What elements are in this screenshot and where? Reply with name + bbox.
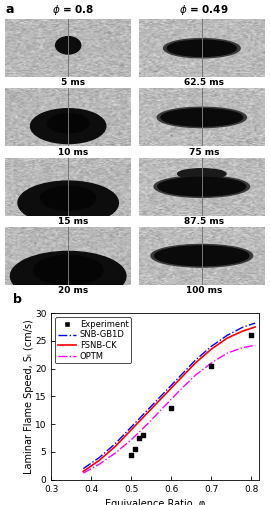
Ellipse shape [161, 109, 243, 126]
Text: P=1 atm: P=1 atm [57, 323, 94, 332]
Text: 87.5 ms: 87.5 ms [184, 217, 224, 226]
OPTM [98, 461, 101, 467]
Ellipse shape [40, 186, 96, 210]
FSNB-CK [114, 443, 117, 449]
SNB-GB1D [242, 324, 245, 330]
Experiment [141, 431, 146, 439]
FSNB-CK [194, 360, 197, 366]
Y-axis label: Laminar Flame Speed, Sₗ (cm/s): Laminar Flame Speed, Sₗ (cm/s) [23, 319, 33, 474]
X-axis label: Equivalence Ratio, φ: Equivalence Ratio, φ [105, 499, 205, 505]
SNB-GB1D [98, 454, 101, 461]
OPTM [178, 388, 181, 394]
OPTM [146, 421, 149, 427]
SNB-GB1D [130, 424, 133, 430]
Ellipse shape [151, 244, 253, 267]
Ellipse shape [18, 181, 119, 225]
Experiment [129, 450, 133, 459]
OPTM [162, 405, 165, 411]
Experiment [133, 445, 137, 453]
SNB-GB1D [178, 374, 181, 380]
Ellipse shape [31, 109, 106, 143]
Experiment [249, 331, 253, 339]
Ellipse shape [157, 107, 247, 128]
Text: 5 ms: 5 ms [61, 78, 85, 87]
Text: 10 ms: 10 ms [58, 147, 88, 157]
Legend: Experiment, SNB-GB1D, FSNB-CK, OPTM: Experiment, SNB-GB1D, FSNB-CK, OPTM [55, 317, 131, 363]
Experiment [137, 434, 141, 442]
Text: $\phi$ = 0.8: $\phi$ = 0.8 [52, 3, 94, 17]
Text: $\phi$ = 0.49: $\phi$ = 0.49 [179, 3, 229, 17]
Line: OPTM: OPTM [83, 345, 255, 473]
Ellipse shape [48, 114, 89, 133]
OPTM [242, 344, 245, 350]
SNB-GB1D [114, 440, 117, 446]
FSNB-CK [226, 335, 229, 341]
OPTM [82, 470, 85, 476]
Line: FSNB-CK: FSNB-CK [83, 327, 255, 472]
Ellipse shape [154, 176, 249, 197]
FSNB-CK [210, 346, 213, 352]
SNB-GB1D [226, 332, 229, 338]
Ellipse shape [155, 246, 249, 266]
Text: 100 ms: 100 ms [186, 286, 222, 295]
FSNB-CK [254, 324, 257, 330]
FSNB-CK [98, 458, 101, 464]
Experiment [169, 403, 173, 412]
Text: 62.5 ms: 62.5 ms [184, 78, 224, 87]
OPTM [130, 437, 133, 443]
OPTM [226, 350, 229, 356]
SNB-GB1D [162, 391, 165, 397]
FSNB-CK [146, 410, 149, 416]
Ellipse shape [33, 256, 103, 285]
Experiment [209, 362, 213, 370]
SNB-GB1D [146, 407, 149, 413]
Ellipse shape [11, 251, 126, 301]
Ellipse shape [164, 39, 240, 58]
Ellipse shape [178, 169, 226, 179]
OPTM [210, 360, 213, 366]
FSNB-CK [178, 377, 181, 383]
OPTM [114, 450, 117, 456]
FSNB-CK [130, 427, 133, 433]
OPTM [194, 372, 197, 378]
FSNB-CK [82, 469, 85, 475]
SNB-GB1D [210, 343, 213, 349]
Line: SNB-GB1D: SNB-GB1D [83, 323, 255, 469]
Ellipse shape [167, 40, 236, 57]
SNB-GB1D [82, 466, 85, 472]
Text: 15 ms: 15 ms [58, 217, 88, 226]
Ellipse shape [56, 37, 81, 54]
FSNB-CK [242, 328, 245, 334]
FSNB-CK [162, 393, 165, 399]
Text: 20 ms: 20 ms [58, 286, 88, 295]
SNB-GB1D [194, 358, 197, 364]
Text: b: b [13, 293, 22, 307]
SNB-GB1D [254, 320, 257, 326]
OPTM [254, 342, 257, 348]
Ellipse shape [158, 177, 246, 196]
Text: 75 ms: 75 ms [189, 147, 219, 157]
Text: a: a [5, 3, 14, 16]
